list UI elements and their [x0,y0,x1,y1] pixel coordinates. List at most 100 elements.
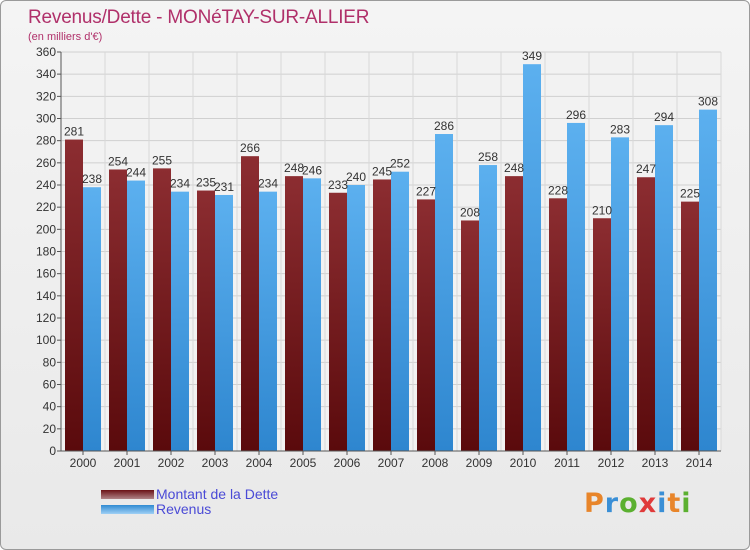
data-label: 248 [504,161,524,175]
y-tick-label: 260 [36,156,56,170]
y-tick-label: 360 [36,45,56,59]
y-tick-label: 180 [36,245,56,259]
data-label: 258 [478,150,498,164]
x-tick-label: 2004 [246,456,273,470]
y-tick-label: 20 [43,422,57,436]
y-tick-label: 240 [36,178,56,192]
data-label: 240 [346,170,366,184]
proxiti-logo: Proxiti [584,488,692,519]
y-tick-label: 160 [36,267,56,281]
data-label: 266 [240,141,260,155]
bar-revenue [391,171,409,451]
chart-subtitle: (en milliers d'€) [28,31,103,43]
bar-debt [65,139,83,451]
data-label: 281 [64,125,84,139]
data-label: 208 [460,205,480,219]
bar-debt [153,168,171,451]
bar-revenue [171,191,189,451]
bar-revenue [567,122,585,451]
data-label: 247 [636,162,656,176]
x-tick-label: 2007 [378,456,405,470]
data-label: 248 [284,161,304,175]
bar-revenue [83,187,101,451]
data-label: 246 [302,163,322,177]
data-label: 252 [390,157,410,171]
logo-letter: x [638,488,658,519]
y-tick-label: 100 [36,333,56,347]
x-tick-label: 2011 [554,456,580,470]
x-tick-label: 2000 [70,456,97,470]
bar-revenue [523,64,541,452]
bar-debt [637,177,655,451]
x-tick-label: 2006 [334,456,361,470]
legend-label-revenue: Revenus [156,501,212,517]
logo-letter: o [619,488,639,519]
logo-letter: i [657,488,668,519]
data-label: 244 [126,166,146,180]
legend-swatch-revenue [101,505,154,514]
bar-debt [549,198,567,451]
data-label: 286 [434,119,454,133]
x-tick-label: 2003 [202,456,229,470]
y-tick-label: 340 [36,67,56,81]
bar-debt [505,176,523,451]
data-label: 234 [258,177,278,191]
x-tick-label: 2013 [642,456,669,470]
data-label: 234 [170,177,190,191]
bar-debt [329,192,347,451]
data-label: 296 [566,108,586,122]
y-tick-label: 200 [36,222,56,236]
chart-title: Revenus/Dette - MONéTAY-SUR-ALLIER [28,7,370,28]
y-tick-label: 60 [43,378,57,392]
bar-debt [109,169,127,451]
data-label: 231 [214,180,234,194]
bar-revenue [699,109,717,451]
data-label: 227 [416,184,436,198]
data-label: 238 [82,172,102,186]
bar-revenue [127,180,145,452]
bar-revenue [215,194,233,451]
logo-letter: P [584,488,605,519]
x-tick-label: 2005 [290,456,317,470]
y-tick-label: 320 [36,89,56,103]
data-label: 228 [548,183,568,197]
x-tick-label: 2008 [422,456,449,470]
bar-debt [197,190,215,451]
bar-debt [417,199,435,451]
data-label: 283 [610,122,630,136]
bar-revenue [347,185,365,451]
y-tick-label: 80 [43,355,57,369]
bar-debt [461,220,479,451]
bar-revenue [259,191,277,451]
bar-debt [373,179,391,452]
bar-debt [593,218,611,451]
x-tick-label: 2014 [686,456,713,470]
y-tick-label: 140 [36,289,56,303]
data-label: 349 [522,49,542,63]
x-tick-label: 2009 [466,456,493,470]
data-label: 245 [372,164,392,178]
x-tick-label: 2001 [114,456,141,470]
data-label: 308 [698,95,718,109]
bar-revenue [611,137,629,451]
bar-debt [285,176,303,451]
x-tick-label: 2010 [510,456,537,470]
y-tick-label: 120 [36,311,56,325]
data-label: 225 [680,187,700,201]
bar-debt [241,156,259,451]
y-tick-label: 280 [36,134,56,148]
logo-letter: r [604,488,620,519]
y-tick-label: 220 [36,200,56,214]
data-label: 235 [196,176,216,190]
data-label: 233 [328,178,348,192]
data-label: 210 [592,203,612,217]
bar-revenue [303,178,321,451]
y-tick-label: 0 [49,444,56,458]
x-tick-label: 2002 [158,456,185,470]
y-tick-label: 300 [36,112,56,126]
logo-letter: t [667,488,682,519]
data-label: 294 [654,110,674,124]
y-tick-label: 40 [43,400,57,414]
